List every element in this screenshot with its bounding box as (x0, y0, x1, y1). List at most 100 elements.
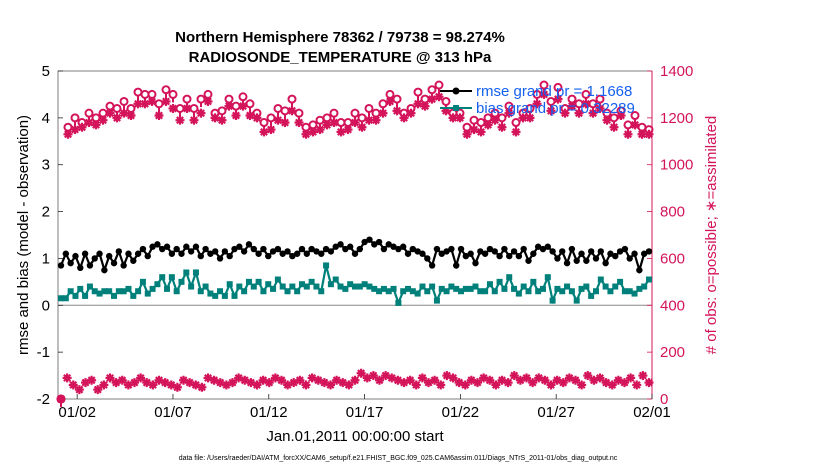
asterisk-stroke (169, 104, 177, 113)
asterisk-stroke (271, 373, 280, 382)
asterisk-stroke (498, 123, 506, 132)
rmse-point (81, 250, 89, 257)
rmse-point (481, 250, 489, 257)
asterisk-stroke (190, 116, 198, 125)
asterisk-stroke (617, 111, 625, 120)
asterisk-stroke (620, 378, 629, 387)
asterisk-stroke (204, 373, 212, 382)
legend-bias-marker (453, 105, 459, 111)
asterisk-stroke (57, 395, 65, 403)
bias-point (535, 288, 542, 295)
rmse-point (587, 248, 595, 255)
asterisk-stroke (78, 123, 86, 132)
obs-assimilated-point (392, 106, 402, 116)
y-tick-label: -2 (37, 391, 50, 408)
rmse-point (583, 257, 590, 264)
bias-point (462, 285, 469, 292)
bias-point (539, 285, 546, 292)
obs-assimilated-point (287, 106, 297, 116)
bias-point (352, 283, 358, 290)
asterisk-stroke (204, 97, 212, 106)
bias-point (337, 283, 344, 290)
asterisk-stroke (281, 118, 289, 127)
y2-tick-label: 1400 (660, 63, 693, 80)
rmse-point (477, 248, 484, 255)
bias-point (641, 283, 648, 290)
asterisk-stroke (596, 373, 604, 382)
asterisk-stroke (92, 120, 100, 129)
asterisk-stroke (387, 373, 396, 382)
rmse-point (636, 266, 643, 274)
rmse-point (443, 248, 450, 255)
obs-assimilated-point (490, 115, 500, 125)
asterisk-stroke (379, 109, 387, 118)
rmse-point (399, 243, 407, 250)
asterisk-stroke (504, 378, 513, 387)
asterisk-stroke (232, 111, 240, 120)
obs-assimilated-point (161, 96, 171, 106)
asterisk-stroke (211, 113, 219, 122)
obs-count-point (417, 373, 427, 383)
rmse-point (115, 248, 123, 255)
rmse-point (86, 262, 94, 269)
bias-point (419, 283, 426, 290)
series-layer (56, 80, 654, 407)
obs-assimilated-point (196, 108, 206, 118)
obs-count-point (473, 378, 482, 388)
asterisk-stroke (428, 95, 436, 104)
asterisk-stroke (197, 383, 206, 392)
asterisk-stroke (463, 130, 471, 139)
rmse-point (414, 248, 421, 255)
obs-assimilated-point (280, 118, 290, 128)
asterisk-stroke (412, 380, 421, 389)
obs-count-point (136, 373, 146, 383)
rmse-point (626, 255, 633, 262)
obs-assimilated-point (245, 111, 255, 121)
rmse-point (293, 250, 301, 257)
x-tick-label: 01/12 (250, 404, 288, 421)
bias-point (120, 288, 127, 295)
asterisk-stroke (473, 378, 482, 387)
bias-point (270, 285, 277, 292)
bias-point (414, 290, 421, 297)
rmse-point (645, 248, 653, 255)
bias-point (438, 285, 445, 292)
bias-point (106, 288, 113, 295)
obs-assimilated-point (273, 115, 283, 125)
rmse-point (342, 245, 349, 253)
rmse-point (313, 248, 320, 255)
bias-point (588, 292, 595, 299)
obs-count-point (626, 373, 636, 383)
bias-point (241, 288, 248, 295)
asterisk-stroke (358, 123, 366, 132)
rmse-point (226, 252, 233, 260)
rmse-point (250, 245, 257, 253)
obs-assimilated-point (581, 99, 591, 109)
obs-assimilated-point (602, 115, 612, 125)
obs-count-point (277, 375, 286, 385)
bias-point (245, 278, 252, 285)
asterisk-stroke (85, 118, 93, 127)
rmse-point (183, 243, 190, 250)
asterisk-stroke (449, 373, 457, 382)
obs-count-point (344, 380, 354, 390)
bias-point (279, 283, 286, 290)
asterisk-stroke (106, 109, 114, 118)
asterisk-stroke (161, 378, 170, 387)
obs-assimilated-point (343, 125, 353, 135)
asterisk-stroke (610, 123, 618, 132)
bias-point (520, 283, 527, 290)
obs-assimilated-point (406, 108, 416, 118)
asterisk-stroke (375, 376, 384, 385)
bias-point (130, 292, 137, 299)
obs-assimilated-point (413, 99, 423, 109)
obs-count-point (607, 380, 617, 390)
asterisk-stroke (197, 109, 205, 118)
bias-point (568, 288, 575, 295)
asterisk-stroke (259, 376, 268, 385)
asterisk-stroke (136, 373, 145, 382)
bias-point (491, 288, 498, 295)
obs-assimilated-point (147, 96, 157, 106)
asterisk-stroke (99, 116, 107, 125)
asterisk-stroke (407, 109, 415, 118)
